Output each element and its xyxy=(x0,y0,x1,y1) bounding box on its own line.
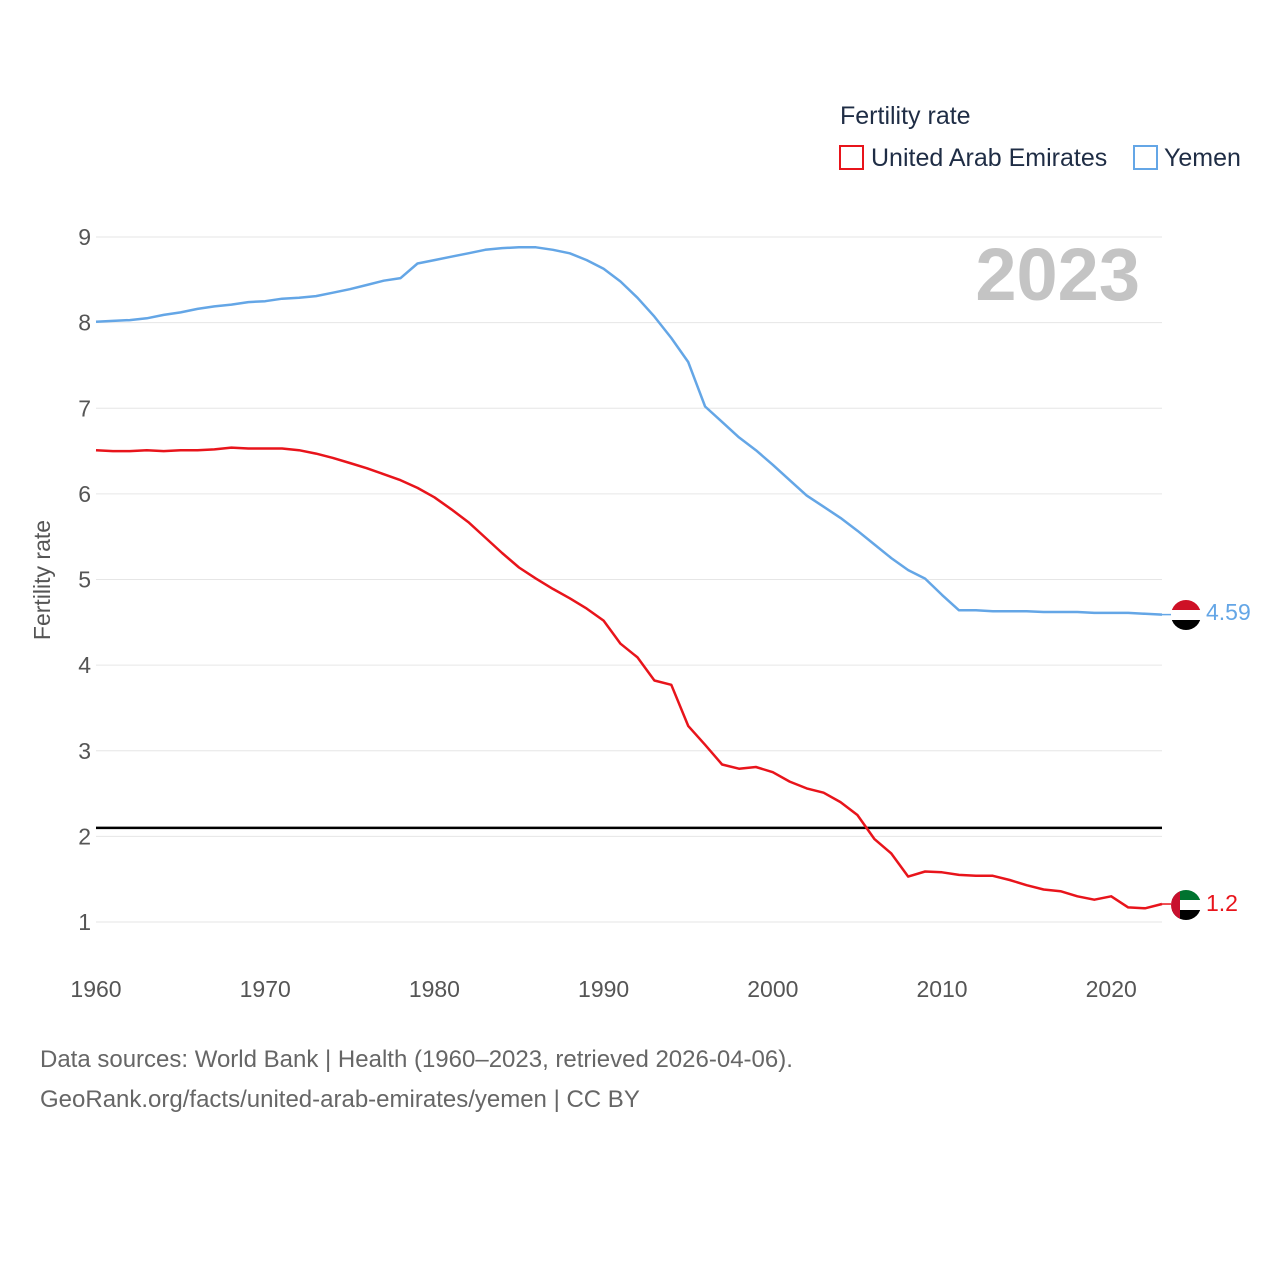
y-axis-title: Fertility rate xyxy=(29,520,55,640)
y-tick-1: 1 xyxy=(78,909,91,935)
x-tick-2000: 2000 xyxy=(747,976,798,1002)
gridlines xyxy=(96,236,1162,923)
source-line: Data sources: World Bank | Health (1960–… xyxy=(40,1046,793,1073)
uae-flag xyxy=(1171,890,1201,920)
x-tick-labels: 1960 1970 1980 1990 2000 2010 2020 xyxy=(70,976,1136,1002)
legend-item-yemen[interactable]: Yemen xyxy=(1133,144,1241,172)
x-tick-1980: 1980 xyxy=(409,976,460,1002)
series-line-united-arab-emirates xyxy=(95,446,1163,910)
yemen-flag xyxy=(1171,600,1201,630)
y-tick-8: 8 xyxy=(78,310,91,336)
x-tick-2010: 2010 xyxy=(916,976,967,1002)
y-tick-6: 6 xyxy=(78,481,91,507)
end-label-uae: 1.2 xyxy=(1206,890,1238,916)
legend-swatch-yemen xyxy=(1133,145,1158,170)
x-tick-1970: 1970 xyxy=(240,976,291,1002)
source-url[interactable]: GeoRank.org/facts/united-arab-emirates/y… xyxy=(40,1086,640,1113)
y-tick-3: 3 xyxy=(78,738,91,764)
y-tick-2: 2 xyxy=(78,823,91,849)
x-tick-2020: 2020 xyxy=(1086,976,1137,1002)
legend-label-uae: United Arab Emirates xyxy=(871,144,1107,172)
y-tick-9: 9 xyxy=(78,224,91,250)
end-label-yemen: 4.59 xyxy=(1206,599,1251,625)
x-tick-1990: 1990 xyxy=(578,976,629,1002)
series-line-yemen xyxy=(95,246,1163,616)
y-tick-4: 4 xyxy=(78,652,91,678)
y-tick-5: 5 xyxy=(78,567,91,593)
fertility-chart: Fertility rate United Arab Emirates Yeme… xyxy=(29,102,1251,1002)
legend-item-uae[interactable]: United Arab Emirates xyxy=(839,144,1107,172)
x-tick-1960: 1960 xyxy=(70,976,121,1002)
legend-title: Fertility rate xyxy=(840,102,971,130)
legend-label-yemen: Yemen xyxy=(1164,144,1241,172)
year-label: 2023 xyxy=(975,233,1140,316)
legend-swatch-uae xyxy=(839,145,864,170)
y-tick-labels: 1 2 3 4 5 6 7 8 9 xyxy=(78,224,91,935)
y-tick-7: 7 xyxy=(78,395,91,421)
series-lines xyxy=(95,246,1171,910)
